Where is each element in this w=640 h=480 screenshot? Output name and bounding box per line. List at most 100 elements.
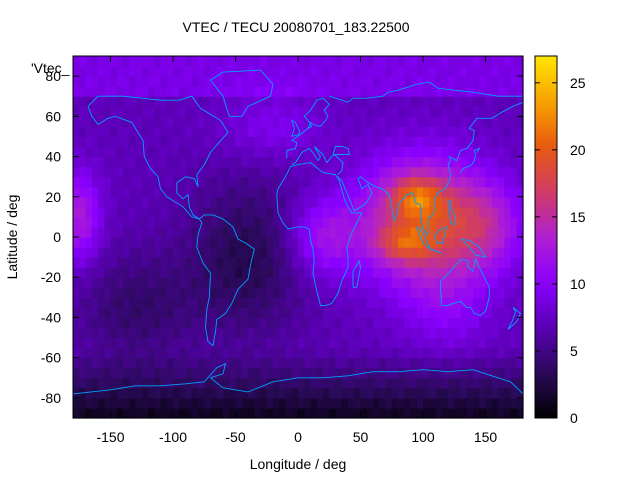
heatmap-cell [104,96,112,107]
heatmap-cell [241,317,249,329]
heatmap-cell [291,237,299,248]
heatmap-cell [510,407,518,419]
heatmap-cell [391,387,399,399]
heatmap-cell [210,116,218,127]
heatmap-cell [123,277,130,288]
heatmap-cell [366,367,374,379]
y-tick-label: 40 [45,149,61,165]
heatmap-cell [235,317,243,329]
heatmap-cell [254,216,262,228]
heatmap-cell [298,166,305,178]
heatmap-cell [391,257,399,268]
heatmap-cell [404,176,412,188]
heatmap-cell [329,397,337,409]
heatmap-cell [285,116,293,127]
heatmap-cell [110,287,118,298]
heatmap-cell [79,397,87,409]
heatmap-cell [291,126,299,138]
heatmap-cell [135,116,143,127]
heatmap-cell [91,307,99,319]
heatmap-cell [79,206,87,218]
heatmap-cell [79,267,87,278]
heatmap-cell [435,267,443,278]
heatmap-cell [223,176,230,188]
heatmap-cell [379,257,387,268]
heatmap-cell [191,126,199,138]
heatmap-cell [160,397,168,409]
heatmap-cell [398,317,405,329]
heatmap-cell [423,196,430,208]
heatmap-cell [473,126,480,138]
heatmap-cell [91,327,99,339]
heatmap-cell [266,126,274,138]
heatmap-cell [241,126,249,138]
heatmap-cell [266,56,274,67]
heatmap-cell [416,237,424,248]
heatmap-cell [166,347,174,359]
heatmap-cell [423,247,430,258]
heatmap-cell [373,146,380,158]
heatmap-cell [129,196,137,208]
heatmap-cell [91,216,99,228]
heatmap-cell [360,66,368,77]
heatmap-cell [423,377,430,389]
heatmap-cell [229,186,237,198]
heatmap-cell [454,277,462,288]
heatmap-cell [460,337,468,349]
heatmap-cell [223,387,230,399]
heatmap-cell [141,287,149,298]
heatmap-cell [448,176,455,188]
heatmap-cell [154,126,162,138]
heatmap-cell [448,307,455,319]
heatmap-cell [198,146,205,158]
heatmap-cell [85,327,93,339]
heatmap-cell [473,186,480,198]
heatmap-cell [191,176,199,188]
heatmap-cell [391,76,399,87]
heatmap-cell [141,237,149,248]
y-tick-label: 0 [53,229,61,245]
heatmap-cell [454,317,462,329]
heatmap-cell [223,196,230,208]
heatmap-cell [254,156,262,168]
heatmap-cell [429,367,437,379]
heatmap-cell [298,116,305,127]
heatmap-cell [360,337,368,349]
heatmap-cell [141,196,149,208]
heatmap-cell [179,126,187,138]
heatmap-cell [248,176,255,188]
x-axis: -150 -100 -50 0 50 100 150 [96,56,497,445]
heatmap-cell [241,226,249,238]
heatmap-cell [410,387,418,399]
heatmap-cell [141,407,149,419]
heatmap-cell [148,146,155,158]
heatmap-cell [516,257,524,268]
heatmap-cell [98,106,105,117]
heatmap-cell [198,317,205,329]
heatmap-cell [285,337,293,349]
heatmap-cell [123,156,130,168]
heatmap-cell [491,267,499,278]
heatmap-cell [166,56,174,67]
heatmap-cell [116,116,124,127]
heatmap-cell [429,337,437,349]
heatmap-cell [79,337,87,349]
heatmap-cell [135,136,143,148]
heatmap-cell [266,206,274,218]
heatmap-cell [79,176,87,188]
heatmap-cell [173,397,180,409]
heatmap-cell [173,76,180,87]
heatmap-cell [504,277,512,288]
heatmap-cell [485,367,493,379]
heatmap-cell [454,156,462,168]
heatmap-cell [435,56,443,67]
heatmap-cell [291,56,299,67]
heatmap-cell [98,56,105,67]
heatmap-cell [273,86,280,97]
heatmap-cell [310,387,318,399]
heatmap-cell [79,257,87,268]
heatmap-cell [260,307,268,319]
heatmap-cell [104,387,112,399]
heatmap-cell [316,176,324,188]
heatmap-cell [123,136,130,148]
